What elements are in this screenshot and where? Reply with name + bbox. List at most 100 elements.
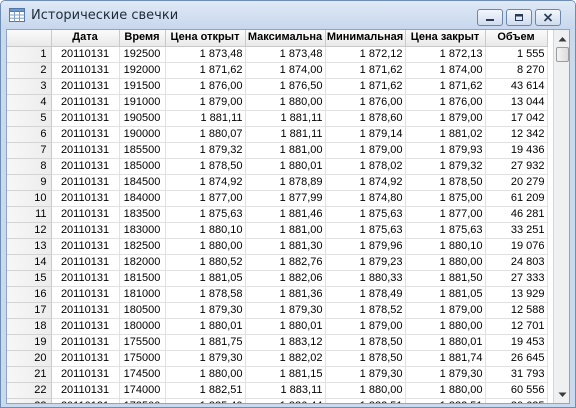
time-cell[interactable]: 185000 <box>119 158 166 175</box>
low-price-cell[interactable]: 1 880,33 <box>325 270 406 287</box>
row-number[interactable]: 18 <box>7 318 52 335</box>
close-price-cell[interactable]: 1 881,50 <box>405 270 486 287</box>
close-price-cell[interactable]: 1 880,00 <box>405 254 486 271</box>
time-cell[interactable]: 175500 <box>119 334 166 351</box>
open-price-cell[interactable]: 1 879,32 <box>165 142 246 159</box>
time-cell[interactable]: 190000 <box>119 126 166 143</box>
open-price-cell[interactable]: 1 879,30 <box>165 302 246 319</box>
open-price-cell[interactable]: 1 879,00 <box>165 94 246 111</box>
volume-cell[interactable]: 12 588 <box>485 302 548 319</box>
date-cell[interactable]: 20110131 <box>51 254 120 271</box>
table-row[interactable]: 10 20110131 184000 1 877,00 1 877,99 1 874,80… <box>7 190 548 207</box>
row-number[interactable]: 23 <box>7 398 52 403</box>
high-price-cell[interactable]: 1 881,00 <box>245 222 326 239</box>
table-row[interactable]: 18 20110131 180000 1 880,01 1 880,01 1 879,00… <box>7 318 548 335</box>
close-price-cell[interactable]: 1 882,51 <box>405 398 486 403</box>
high-price-cell[interactable]: 1 886,44 <box>245 398 326 403</box>
high-price-cell[interactable]: 1 881,15 <box>245 366 326 383</box>
high-price-cell[interactable]: 1 877,99 <box>245 190 326 207</box>
volume-cell[interactable]: 12 701 <box>485 318 548 335</box>
date-cell[interactable]: 20110131 <box>51 366 120 383</box>
time-cell[interactable]: 184000 <box>119 190 166 207</box>
high-price-cell[interactable]: 1 881,36 <box>245 286 326 303</box>
close-price-cell[interactable]: 1 880,00 <box>405 382 486 399</box>
scrollbar-thumb[interactable] <box>556 47 569 62</box>
high-price-cell[interactable]: 1 874,00 <box>245 62 326 79</box>
low-price-cell[interactable]: 1 879,00 <box>325 318 406 335</box>
open-price-cell[interactable]: 1 874,92 <box>165 174 246 191</box>
maximize-button[interactable] <box>506 9 532 26</box>
close-price-cell[interactable]: 1 879,30 <box>405 366 486 383</box>
time-cell[interactable]: 174000 <box>119 382 166 399</box>
close-price-cell[interactable]: 1 871,62 <box>405 78 486 95</box>
row-number[interactable]: 5 <box>7 110 52 127</box>
low-price-cell[interactable]: 1 871,62 <box>325 62 406 79</box>
table-row[interactable]: 17 20110131 180500 1 879,30 1 879,30 1 878,52… <box>7 302 548 319</box>
low-price-cell[interactable]: 1 878,02 <box>325 158 406 175</box>
high-price-cell[interactable]: 1 883,12 <box>245 334 326 351</box>
close-price-cell[interactable]: 1 876,00 <box>405 94 486 111</box>
table-row[interactable]: 9 20110131 184500 1 874,92 1 878,89 1 874,92 1… <box>7 174 548 191</box>
row-number-header[interactable] <box>7 30 52 47</box>
close-price-cell[interactable]: 1 875,00 <box>405 190 486 207</box>
low-price-cell[interactable]: 1 878,50 <box>325 334 406 351</box>
row-number[interactable]: 7 <box>7 142 52 159</box>
close-price-cell[interactable]: 1 872,13 <box>405 46 486 63</box>
high-price-cell[interactable]: 1 879,30 <box>245 302 326 319</box>
minimize-button[interactable] <box>477 9 503 26</box>
high-price-cell[interactable]: 1 881,11 <box>245 110 326 127</box>
open-price-cell[interactable]: 1 881,11 <box>165 110 246 127</box>
time-cell[interactable]: 192500 <box>119 46 166 63</box>
date-cell[interactable]: 20110131 <box>51 334 120 351</box>
open-price-cell[interactable]: 1 879,30 <box>165 350 246 367</box>
row-number[interactable]: 2 <box>7 62 52 79</box>
low-price-cell[interactable]: 1 879,23 <box>325 254 406 271</box>
low-price-cell[interactable]: 1 879,30 <box>325 366 406 383</box>
row-number[interactable]: 8 <box>7 158 52 175</box>
row-number[interactable]: 21 <box>7 366 52 383</box>
date-cell[interactable]: 20110131 <box>51 318 120 335</box>
close-price-cell[interactable]: 1 875,63 <box>405 222 486 239</box>
date-column-header[interactable]: Дата <box>51 30 120 47</box>
table-row[interactable]: 4 20110131 191000 1 879,00 1 880,00 1 876,00 1… <box>7 94 548 111</box>
open-price-cell[interactable]: 1 877,00 <box>165 190 246 207</box>
time-cell[interactable]: 183500 <box>119 206 166 223</box>
date-cell[interactable]: 20110131 <box>51 286 120 303</box>
time-cell[interactable]: 184500 <box>119 174 166 191</box>
low-price-cell[interactable]: 1 874,92 <box>325 174 406 191</box>
table-row[interactable]: 7 20110131 185500 1 879,32 1 881,00 1 879,00 1… <box>7 142 548 159</box>
date-cell[interactable]: 20110131 <box>51 398 120 403</box>
table-row[interactable]: 11 20110131 183500 1 875,63 1 881,46 1 875,63… <box>7 206 548 223</box>
low-price-cell[interactable]: 1 879,14 <box>325 126 406 143</box>
low-price-cell[interactable]: 1 878,52 <box>325 302 406 319</box>
table-row[interactable]: 5 20110131 190500 1 881,11 1 881,11 1 878,60 1… <box>7 110 548 127</box>
time-cell[interactable]: 180000 <box>119 318 166 335</box>
low-price-column-header[interactable]: Минимальная <box>325 30 406 47</box>
table-row[interactable]: 12 20110131 183000 1 880,10 1 881,00 1 875,63… <box>7 222 548 239</box>
open-price-cell[interactable]: 1 873,48 <box>165 46 246 63</box>
close-price-column-header[interactable]: Цена закрыт <box>405 30 486 47</box>
open-price-cell[interactable]: 1 880,00 <box>165 366 246 383</box>
high-price-cell[interactable]: 1 873,48 <box>245 46 326 63</box>
low-price-cell[interactable]: 1 876,00 <box>325 94 406 111</box>
close-price-cell[interactable]: 1 880,01 <box>405 334 486 351</box>
time-cell[interactable]: 192000 <box>119 62 166 79</box>
time-cell[interactable]: 191000 <box>119 94 166 111</box>
row-number[interactable]: 15 <box>7 270 52 287</box>
date-cell[interactable]: 20110131 <box>51 174 120 191</box>
time-cell[interactable]: 174500 <box>119 366 166 383</box>
open-price-cell[interactable]: 1 878,50 <box>165 158 246 175</box>
high-price-cell[interactable]: 1 880,01 <box>245 158 326 175</box>
row-number[interactable]: 12 <box>7 222 52 239</box>
close-price-cell[interactable]: 1 880,10 <box>405 238 486 255</box>
low-price-cell[interactable]: 1 880,00 <box>325 382 406 399</box>
low-price-cell[interactable]: 1 871,62 <box>325 78 406 95</box>
table-row[interactable]: 21 20110131 174500 1 880,00 1 881,15 1 879,30… <box>7 366 548 383</box>
time-cell[interactable]: 173500 <box>119 398 166 403</box>
time-cell[interactable]: 182500 <box>119 238 166 255</box>
volume-cell[interactable]: 27 333 <box>485 270 548 287</box>
high-price-cell[interactable]: 1 882,06 <box>245 270 326 287</box>
low-price-cell[interactable]: 1 882,51 <box>325 398 406 403</box>
table-row[interactable]: 3 20110131 191500 1 876,00 1 876,50 1 871,62 1… <box>7 78 548 95</box>
time-cell[interactable]: 175000 <box>119 350 166 367</box>
